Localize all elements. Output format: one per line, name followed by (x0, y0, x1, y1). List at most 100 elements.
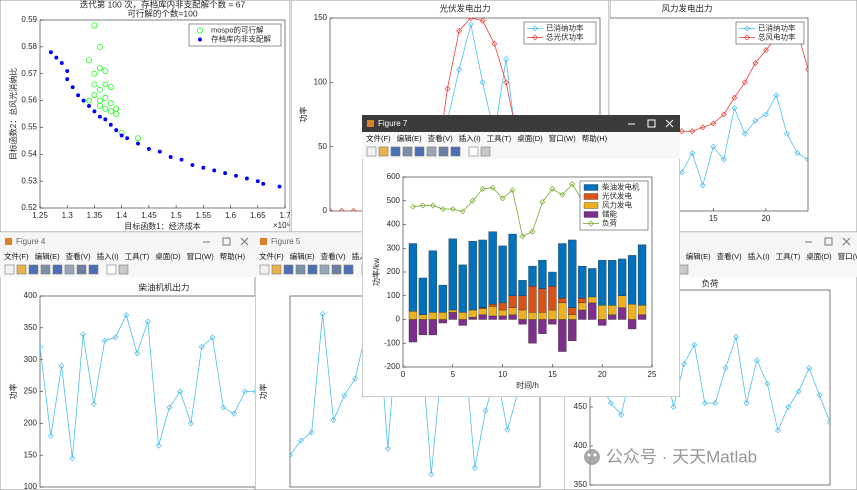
bar-segment (627, 255, 637, 305)
line (610, 23, 808, 135)
legend-label: 已消纳功率 (546, 22, 584, 32)
bar-segment (518, 319, 527, 325)
y-tick-label: 50 (318, 142, 327, 151)
point (96, 102, 103, 109)
bar-segment (528, 265, 537, 287)
bar-segment (508, 233, 517, 296)
point (701, 400, 708, 407)
point (467, 18, 474, 21)
point (91, 92, 98, 99)
bar-segment (468, 309, 477, 318)
point (678, 169, 685, 176)
menu-item: 编辑(E) (397, 133, 422, 143)
point (114, 128, 119, 133)
point (96, 86, 103, 93)
bar-segment (608, 259, 617, 306)
bar-segment (637, 314, 647, 320)
point (234, 173, 238, 178)
y-tick-label: 200 (24, 418, 38, 427)
toolbar-icon (52, 264, 63, 275)
toolbar-icon (295, 264, 306, 275)
point (456, 27, 463, 34)
point (54, 55, 59, 60)
x-tick-label: 20 (598, 370, 607, 379)
point (112, 334, 119, 341)
bar-segment (558, 297, 567, 304)
x-tick-label: 1.45 (141, 211, 157, 220)
toolbar-icon (331, 264, 342, 275)
point (58, 363, 65, 370)
x-tick-label: 1.6 (225, 211, 237, 220)
point (588, 220, 594, 227)
menu-item: 插入(I) (459, 133, 482, 143)
toolbar-icon (16, 264, 27, 275)
legend-label: 负荷 (602, 217, 617, 227)
close-button (240, 237, 249, 246)
point (752, 117, 759, 124)
point (255, 179, 260, 184)
y-axis-label: 目标函数2：总风光消纳比 (8, 68, 18, 160)
toolbar-icon (426, 146, 437, 157)
bar-segment (438, 319, 447, 324)
bar-segment (578, 297, 587, 304)
point (678, 128, 685, 135)
menu-item: 查看(V) (717, 251, 742, 261)
point (680, 361, 687, 368)
x-tick-label: 20 (761, 214, 770, 223)
point (113, 111, 120, 117)
point (87, 103, 91, 108)
menu-item: 查看(V) (66, 251, 91, 261)
point (220, 404, 227, 411)
point (40, 343, 43, 350)
window-title: Figure 7 (378, 119, 408, 128)
y-tick-label: 600 (387, 172, 401, 181)
bar-segment (518, 309, 527, 320)
legend-swatch (583, 184, 599, 191)
legend-swatch (583, 202, 599, 209)
maximize-button (222, 237, 231, 246)
x-axis-label: 时间/h (516, 380, 539, 390)
point (48, 50, 53, 55)
point (429, 202, 436, 209)
y-tick-label: 350 (574, 480, 588, 489)
bar-segment (617, 295, 627, 308)
point (70, 85, 75, 90)
point (444, 85, 451, 92)
bar-segment (538, 259, 547, 289)
bar-segment (498, 245, 507, 304)
legend-label: 光伏发电 (602, 190, 632, 200)
chart-title: 柴油机机出力 (138, 282, 189, 292)
point (197, 27, 203, 34)
point (569, 181, 576, 188)
point (499, 195, 506, 202)
point (135, 135, 141, 142)
bar-segment (558, 319, 567, 352)
toolbar-icon (283, 264, 294, 275)
point (459, 208, 466, 215)
point (774, 427, 781, 434)
point (252, 389, 255, 394)
point (146, 146, 151, 151)
y-axis-label: 功率 (298, 107, 308, 123)
axes (610, 17, 809, 212)
point (201, 165, 206, 170)
bar-segment (518, 280, 527, 296)
point (479, 185, 486, 192)
point (764, 380, 771, 387)
x-tick-label: 1.35 (87, 211, 103, 220)
point (136, 141, 140, 146)
bar-segment (528, 312, 537, 320)
point (744, 25, 750, 32)
watermark-icon (584, 449, 600, 465)
watermark-icon-eye (593, 453, 597, 457)
bar-segment (468, 316, 477, 320)
x-tick-label: 1.4 (116, 211, 128, 220)
bar-segment (448, 312, 457, 320)
point (96, 43, 103, 50)
bar-segment (568, 239, 577, 308)
point (471, 464, 478, 471)
toolbar-icon (414, 146, 425, 157)
menu-item: 编辑(E) (686, 251, 711, 261)
point (190, 163, 195, 167)
bar-segment (548, 286, 557, 311)
